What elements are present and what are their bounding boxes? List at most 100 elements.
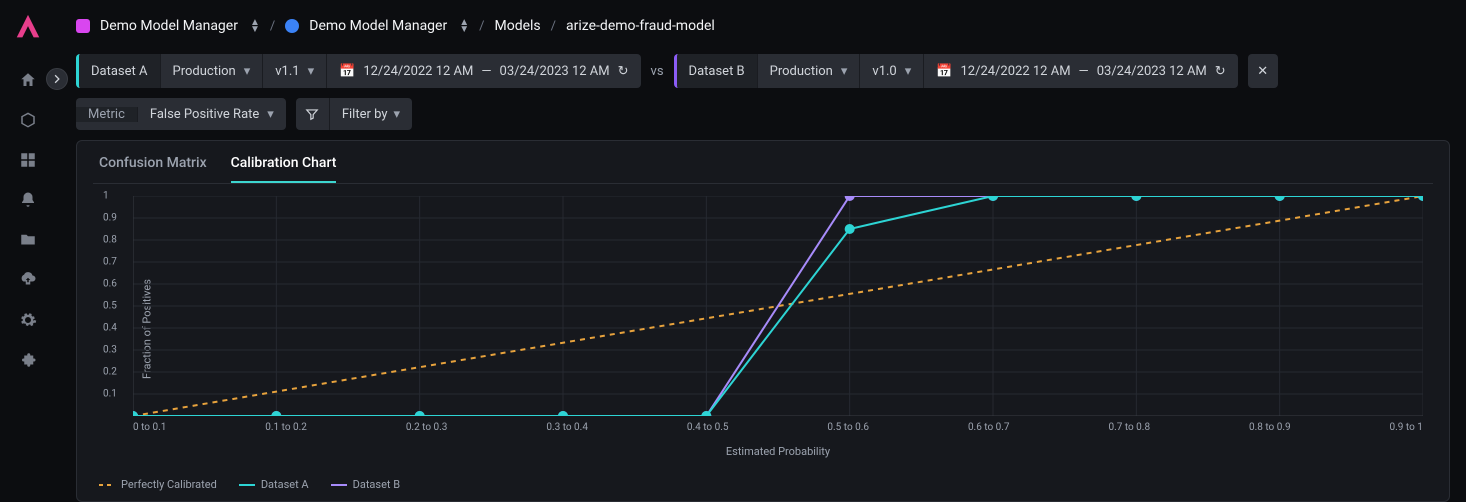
tab-calibration-chart[interactable]: Calibration Chart <box>231 155 337 183</box>
history-icon[interactable]: ↻ <box>618 64 629 79</box>
dataset-a-date-range[interactable]: PST to PDT 📅 12/24/2022 12 AM — 03/24/20… <box>327 54 640 88</box>
dataset-b-env-select[interactable]: Production ▾ <box>758 54 861 88</box>
legend-line-icon <box>239 484 255 486</box>
filter-icon <box>296 98 330 130</box>
dataset-filter-row: Dataset A Production ▾ v1.1 ▾ PST to PDT 📅… <box>76 54 1450 88</box>
timezone-label: PST to PDT <box>339 54 390 55</box>
breadcrumb-model[interactable]: arize-demo-fraud-model <box>566 18 715 34</box>
chart-legend: Perfectly Calibrated Dataset A Dataset B <box>93 478 1433 491</box>
home-icon[interactable] <box>18 70 38 90</box>
selector-icon[interactable]: ▲▼ <box>250 19 260 33</box>
history-icon[interactable]: ↻ <box>1215 64 1226 79</box>
chevron-down-icon: ▾ <box>394 107 401 122</box>
calibration-chart-svg <box>133 196 1423 416</box>
date-to: 03/24/2023 12 AM <box>500 64 610 79</box>
x-tick-label: 0.3 to 0.4 <box>546 422 588 433</box>
y-tick-label: 0.2 <box>103 367 117 378</box>
chevron-down-icon: ▾ <box>905 64 912 79</box>
x-tick-label: 0.1 to 0.2 <box>265 422 307 433</box>
date-to: 03/24/2023 12 AM <box>1097 64 1207 79</box>
x-tick-label: 0.7 to 0.8 <box>1108 422 1150 433</box>
legend-dataset-b[interactable]: Dataset B <box>331 478 400 491</box>
filter-label: Filter by <box>342 107 388 122</box>
calendar-icon: 📅 <box>936 64 952 79</box>
logo[interactable] <box>13 12 43 42</box>
selector-icon[interactable]: ▲▼ <box>459 19 469 33</box>
legend-perfectly-calibrated[interactable]: Perfectly Calibrated <box>99 478 217 491</box>
x-tick-label: 0.2 to 0.3 <box>406 422 448 433</box>
calendar-icon: 📅 <box>339 64 355 79</box>
chevron-down-icon: ▾ <box>267 107 274 122</box>
y-tick-label: 0.3 <box>103 345 117 356</box>
y-tick-label: 0.6 <box>103 279 117 290</box>
dataset-b-label: Dataset B <box>677 54 758 88</box>
puzzle-icon[interactable] <box>18 350 38 370</box>
chevron-down-icon: ▾ <box>244 64 251 79</box>
dataset-a-label: Dataset A <box>79 54 161 88</box>
dataset-a-env-select[interactable]: Production ▾ <box>161 54 264 88</box>
y-tick-label: 0.4 <box>103 323 117 334</box>
timezone-label: PST to PDT <box>936 54 987 55</box>
legend-label: Perfectly Calibrated <box>121 478 217 491</box>
dataset-a-group: Dataset A Production ▾ v1.1 ▾ PST to PDT 📅… <box>76 54 641 88</box>
chart-panel: Confusion Matrix Calibration Chart Fract… <box>76 140 1450 502</box>
x-tick-label: 0.9 to 1 <box>1390 422 1423 433</box>
dataset-b-group: Dataset B Production ▾ v1.0 ▾ PST to PDT 📅… <box>674 54 1238 88</box>
range-dash: — <box>1079 64 1089 79</box>
sidebar-expand-button[interactable] <box>46 68 68 90</box>
y-tick-label: 0.8 <box>103 235 117 246</box>
y-tick-label: 0.5 <box>103 301 117 312</box>
dataset-a-version-select[interactable]: v1.1 ▾ <box>263 54 327 88</box>
x-axis-label: Estimated Probability <box>133 445 1423 458</box>
y-tick-label: 0.1 <box>103 389 117 400</box>
tab-confusion-matrix[interactable]: Confusion Matrix <box>99 155 207 183</box>
metric-select[interactable]: Metric False Positive Rate▾ <box>76 98 286 130</box>
space-swatch <box>76 19 90 33</box>
legend-label: Dataset A <box>261 478 309 491</box>
remove-dataset-b-button[interactable]: ✕ <box>1248 54 1278 88</box>
x-tick-label: 0 to 0.1 <box>133 422 166 433</box>
plot-area: 0.10.20.30.40.50.60.70.80.91 <box>133 196 1423 416</box>
dataset-b-version: v1.0 <box>872 64 896 79</box>
dataset-a-env: Production <box>173 64 236 79</box>
vs-label: vs <box>651 64 664 79</box>
x-tick-label: 0.5 to 0.6 <box>827 422 869 433</box>
dataset-b-env: Production <box>770 64 833 79</box>
breadcrumb-section[interactable]: Models <box>495 18 541 34</box>
date-from: 12/24/2022 12 AM <box>960 64 1070 79</box>
chevron-down-icon: ▾ <box>841 64 848 79</box>
bell-icon[interactable] <box>18 190 38 210</box>
legend-line-icon <box>331 484 347 486</box>
filter-by-button[interactable]: Filter by ▾ <box>296 98 412 130</box>
breadcrumb-space-2[interactable]: Demo Model Manager <box>309 18 447 34</box>
y-tick-label: 1 <box>103 191 109 202</box>
legend-dataset-a[interactable]: Dataset A <box>239 478 309 491</box>
legend-label: Dataset B <box>353 478 400 491</box>
metric-label: Metric <box>76 107 138 122</box>
main-content: Demo Model Manager ▲▼ / Demo Model Manag… <box>56 0 1466 502</box>
space-circle <box>285 19 299 33</box>
metric-filter-row: Metric False Positive Rate▾ Filter by ▾ <box>76 98 1450 130</box>
x-axis: 0 to 0.1 0.1 to 0.2 0.2 to 0.3 0.3 to 0.4 0.… <box>133 422 1423 433</box>
dataset-a-version: v1.1 <box>275 64 299 79</box>
breadcrumb-separator: / <box>270 19 275 34</box>
gear-icon[interactable] <box>18 310 38 330</box>
chevron-down-icon: ▾ <box>308 64 315 79</box>
grid-icon[interactable] <box>18 150 38 170</box>
legend-line-icon <box>99 484 115 486</box>
chart-area: Fraction of Positives 0.10.20.30.40.50.6… <box>93 184 1433 474</box>
dataset-b-date-range[interactable]: PST to PDT 📅 12/24/2022 12 AM — 03/24/20… <box>924 54 1237 88</box>
date-from: 12/24/2022 12 AM <box>363 64 473 79</box>
y-tick-label: 0.7 <box>103 257 117 268</box>
dataset-b-version-select[interactable]: v1.0 ▾ <box>860 54 924 88</box>
breadcrumb-space-1[interactable]: Demo Model Manager <box>100 18 238 34</box>
sidebar <box>0 0 56 502</box>
breadcrumb-separator: / <box>479 19 484 34</box>
folder-icon[interactable] <box>18 230 38 250</box>
x-tick-label: 0.8 to 0.9 <box>1249 422 1291 433</box>
breadcrumb: Demo Model Manager ▲▼ / Demo Model Manag… <box>76 12 1450 40</box>
cube-icon[interactable] <box>18 110 38 130</box>
y-tick-label: 0.9 <box>103 213 117 224</box>
x-tick-label: 0.4 to 0.5 <box>687 422 729 433</box>
cloud-upload-icon[interactable] <box>18 270 38 290</box>
